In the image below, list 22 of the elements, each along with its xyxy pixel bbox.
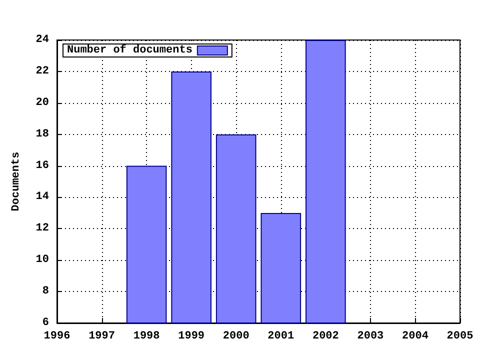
x-tick-label: 1998 <box>133 330 160 342</box>
x-tick-label: 2000 <box>222 330 250 342</box>
x-tick-label: 1997 <box>88 330 115 342</box>
y-tick-label: 10 <box>36 254 49 266</box>
x-tick-label: 1996 <box>44 330 70 342</box>
x-tick-label: 2005 <box>446 330 474 342</box>
y-tick-label: 18 <box>36 128 50 140</box>
x-tick-label: 2002 <box>312 330 339 342</box>
x-tick-label: 2001 <box>268 330 294 342</box>
y-tick-label: 20 <box>36 96 49 109</box>
x-tick-label: 1999 <box>178 330 205 342</box>
y-axis-title: Documents <box>10 152 22 212</box>
x-tick-label: 2003 <box>357 330 384 342</box>
x-tick-label: 2004 <box>402 330 429 342</box>
legend-label: Number of documents <box>67 44 192 56</box>
y-tick-label: 12 <box>36 222 49 235</box>
y-tick-label: 24 <box>36 34 50 46</box>
y-tick-label: 8 <box>42 286 50 298</box>
y-tick-label: 22 <box>36 65 49 78</box>
y-tick-label: 6 <box>42 317 49 329</box>
y-tick-label: 16 <box>36 160 49 172</box>
y-tick-label: 14 <box>36 191 50 204</box>
